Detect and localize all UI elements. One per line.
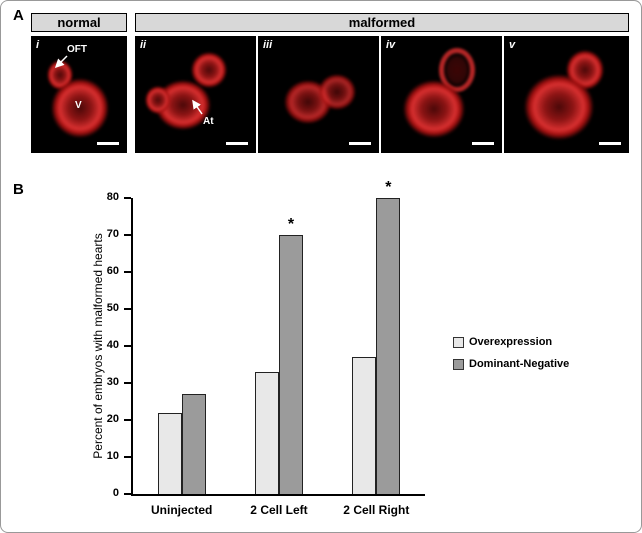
normal-header: normal [31,13,127,32]
legend-label: Overexpression [469,336,553,348]
y-tick-label: 20 [106,413,119,425]
atrium-arrow-icon [192,99,203,115]
y-tick-label: 40 [106,339,119,351]
malformed-header: malformed [135,13,629,32]
scale-bar [472,142,494,145]
bar-dominant-negative [181,394,206,494]
legend-entry-overexpression: Overexpression [453,336,569,348]
bar-group: * 2 Cell Left [250,216,307,517]
y-tick-mark [124,456,131,458]
atrium-label: At [203,116,214,127]
scale-bar [599,142,621,145]
heart-blob [403,80,465,138]
legend-swatch [453,336,464,348]
micrograph-normal-heart: i OFT V [31,36,127,153]
scale-bar [226,142,248,145]
image-numeral: i [36,39,40,51]
heart-blob [318,74,356,110]
y-tick-mark [124,234,131,236]
micrograph-malformed-heart-4: v [504,36,629,153]
bar-plot: Uninjected * 2 Cell Left * 2 Cell Right [124,179,425,517]
legend-swatch [453,358,464,370]
scale-bar [349,142,371,145]
y-tick-label: 30 [106,376,119,388]
y-tick-mark [124,197,131,199]
y-tick-label: 70 [106,228,119,240]
bar-overexpression [254,371,279,494]
y-tick-mark [124,271,131,273]
y-tick-mark [124,382,131,384]
bar-group: Uninjected [151,394,212,517]
image-numeral: v [509,39,516,51]
x-category-label: 2 Cell Left [250,503,308,517]
y-axis-labels: 0 10 20 30 40 50 60 70 80 [85,191,123,499]
scale-bar [97,142,119,145]
significance-star: * [385,179,392,196]
micrograph-malformed-heart-1: ii At [135,36,256,153]
chart-legend: Overexpression Dominant-Negative [453,336,569,370]
bar-group: * 2 Cell Right [343,179,409,517]
oft-label: OFT [67,44,87,55]
image-numeral: iii [263,39,273,51]
x-category-label: 2 Cell Right [343,503,410,517]
bar-overexpression [352,357,377,494]
micrograph-malformed-heart-3: iv [381,36,502,153]
y-tick-mark [124,345,131,347]
micrograph-malformed-heart-2: iii [258,36,379,153]
y-tick-label: 60 [106,265,119,277]
y-tick-mark [124,308,131,310]
y-tick-label: 0 [112,487,119,499]
x-category-label: Uninjected [150,503,213,517]
bar-dominant-negative: * [278,216,303,494]
ventricle-label: V [75,100,82,111]
panel-b-label: B [13,181,24,198]
bar-overexpression [157,412,182,494]
image-numeral: iv [386,39,396,51]
y-tick-mark [124,419,131,421]
bar-dominant-negative: * [376,179,401,494]
bar-groups: Uninjected * 2 Cell Left * 2 Cell Right [133,179,425,517]
legend-label: Dominant-Negative [469,358,570,370]
bar-chart: Percent of embryos with malformed hearts… [1,179,641,531]
significance-star: * [287,216,295,233]
heart-blob [145,86,171,114]
legend-entry-dominant-negative: Dominant-Negative [453,358,569,370]
y-tick-label: 10 [106,450,119,462]
heart-blob [191,52,227,88]
panel-a-label: A [13,7,24,24]
heart-ventricle-blob [51,78,109,138]
y-tick-mark [124,493,131,495]
y-tick-label: 80 [106,191,119,203]
heart-blob [524,74,594,140]
oft-arrow-icon [54,55,68,69]
y-tick-label: 50 [106,302,119,314]
image-numeral: ii [140,39,147,51]
